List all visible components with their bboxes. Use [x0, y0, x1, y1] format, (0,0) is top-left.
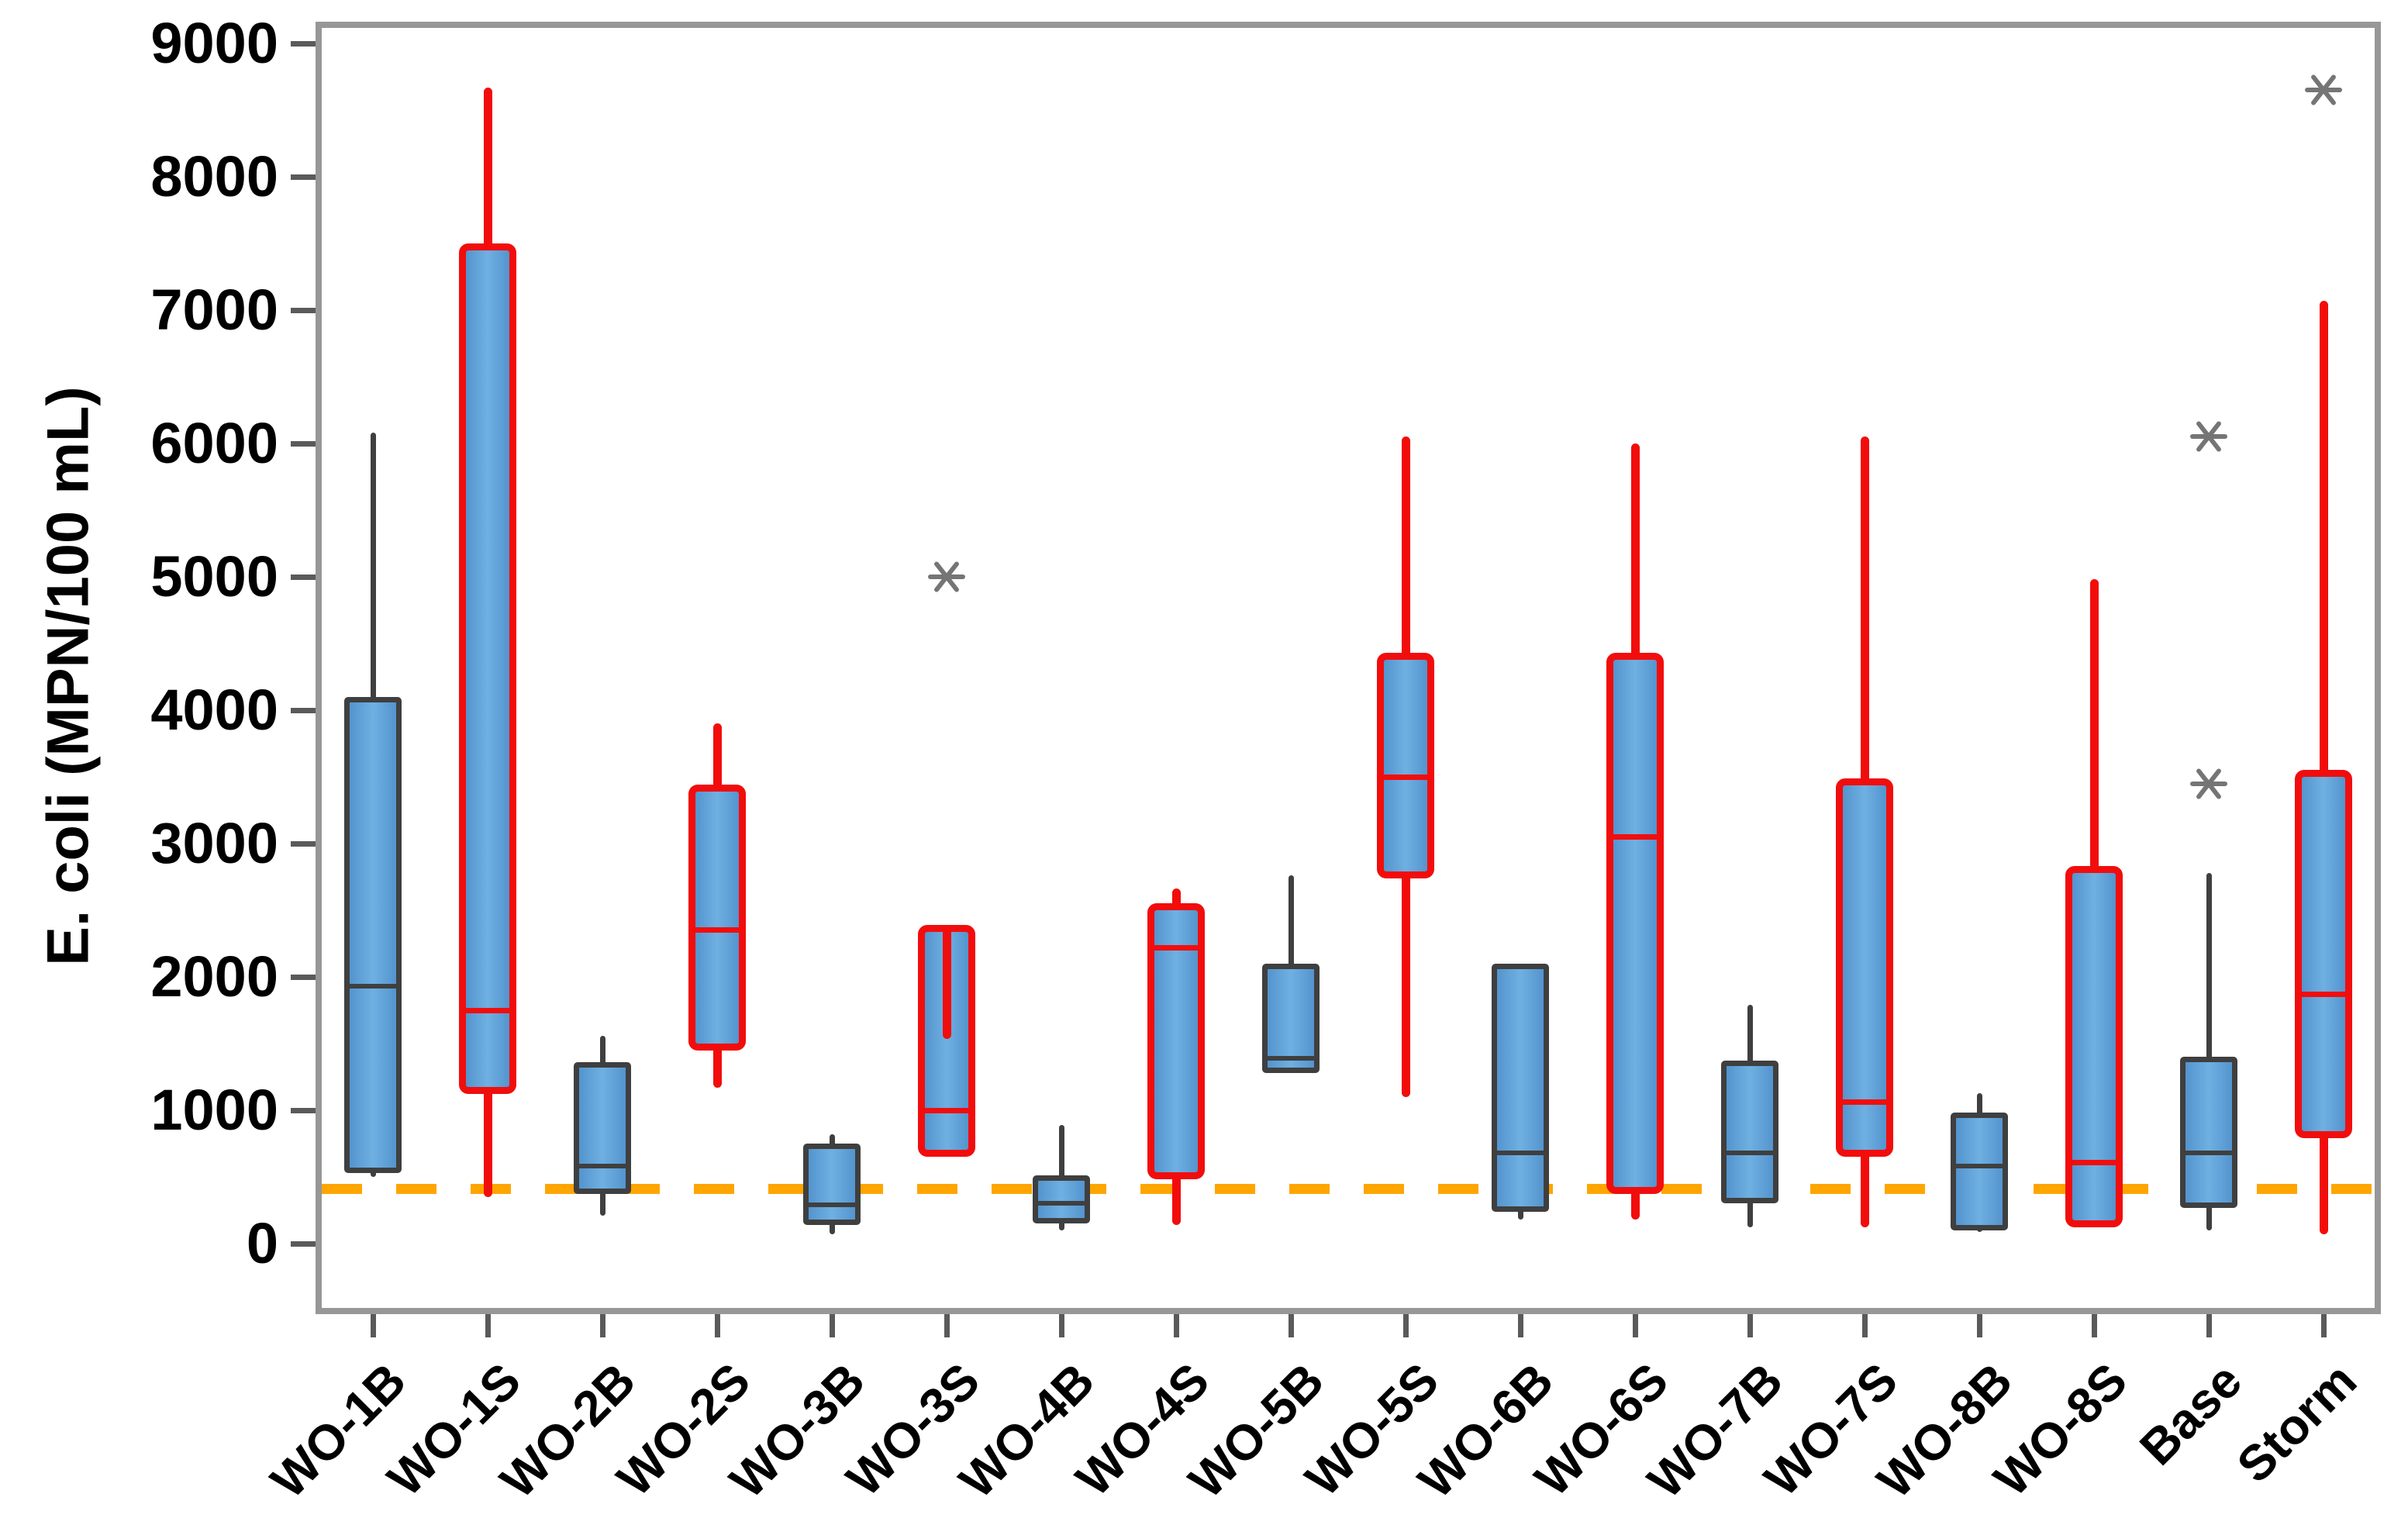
y-tick-7000	[291, 307, 316, 313]
box-WO-5B	[1262, 963, 1320, 1073]
median-WO-6S	[1613, 833, 1657, 840]
median-WO-6B	[1497, 1151, 1544, 1156]
outlier-Base-1	[2190, 765, 2227, 802]
y-tick-label-9000: 9000	[150, 11, 278, 75]
x-tick-WO-4B	[1058, 1314, 1064, 1337]
x-tick-WO-8S	[2091, 1314, 2097, 1337]
x-tick-WO-6S	[1632, 1314, 1638, 1337]
y-tick-label-5000: 5000	[150, 544, 278, 609]
box-WO-4B	[1033, 1175, 1090, 1224]
x-tick-WO-5S	[1402, 1314, 1409, 1337]
y-tick-label-6000: 6000	[150, 411, 278, 475]
box-WO-7S	[1836, 778, 1893, 1158]
median-WO-7B	[1727, 1151, 1773, 1156]
x-tick-WO-5B	[1288, 1314, 1294, 1337]
box-WO-2B	[574, 1062, 631, 1195]
box-WO-1B	[344, 696, 402, 1173]
outlier-Storm-0	[2305, 71, 2342, 109]
box-WO-1S	[459, 243, 516, 1095]
outlier-WO-3S-0	[928, 558, 965, 595]
y-tick-label-4000: 4000	[150, 678, 278, 742]
y-tick-label-7000: 7000	[150, 278, 278, 342]
x-tick-WO-1S	[485, 1314, 491, 1337]
median-WO-4B	[1038, 1201, 1085, 1206]
median-WO-7S	[1843, 1099, 1886, 1106]
median-WO-3B	[809, 1202, 855, 1208]
y-tick-6000	[291, 440, 316, 447]
plot-frame	[316, 22, 2381, 1314]
y-tick-5000	[291, 574, 316, 580]
median-WO-8B	[1956, 1164, 2003, 1169]
y-tick-label-0: 0	[246, 1211, 278, 1275]
box-WO-6S	[1606, 653, 1664, 1195]
box-WO-3B	[803, 1144, 861, 1225]
x-tick-WO-6B	[1517, 1314, 1523, 1337]
x-tick-WO-4S	[1173, 1314, 1179, 1337]
median-Storm	[2302, 991, 2345, 997]
y-tick-3000	[291, 840, 316, 847]
whisker-Storm	[2319, 300, 2328, 1234]
y-tick-0	[291, 1240, 316, 1247]
y-tick-label-1000: 1000	[150, 1078, 278, 1142]
x-tick-WO-2S	[714, 1314, 720, 1337]
x-tick-WO-2B	[599, 1314, 605, 1337]
y-tick-4000	[291, 707, 316, 713]
median-WO-8S	[2072, 1159, 2116, 1165]
median-WO-5B	[1268, 1055, 1314, 1061]
median-WO-4S	[1154, 944, 1198, 951]
box-WO-8S	[2065, 866, 2123, 1228]
y-tick-9000	[291, 40, 316, 47]
median-WO-3S	[925, 1107, 968, 1113]
outlier-Base-0	[2190, 418, 2227, 455]
median-WO-2B	[579, 1164, 626, 1169]
median-WO-1S	[466, 1007, 509, 1013]
y-tick-label-3000: 3000	[150, 811, 278, 875]
median-WO-2S	[695, 927, 739, 933]
y-tick-1000	[291, 1107, 316, 1113]
y-tick-label-2000: 2000	[150, 944, 278, 1009]
whisker-Base	[2206, 872, 2212, 1230]
median-WO-5S	[1384, 774, 1427, 780]
x-tick-WO-7S	[1861, 1314, 1868, 1337]
median-WO-1B	[350, 984, 396, 989]
inner-whisker-WO-3S	[942, 931, 951, 1039]
box-WO-2S	[688, 785, 746, 1051]
box-WO-6B	[1492, 963, 1549, 1212]
median-Base	[2185, 1151, 2232, 1156]
y-tick-8000	[291, 174, 316, 180]
box-Storm	[2295, 770, 2352, 1139]
x-tick-WO-1B	[370, 1314, 376, 1337]
y-tick-2000	[291, 974, 316, 980]
box-Base	[2180, 1057, 2237, 1208]
y-tick-label-8000: 8000	[150, 144, 278, 209]
box-WO-7B	[1721, 1061, 1778, 1204]
x-tick-WO-3S	[944, 1314, 950, 1337]
x-tick-WO-8B	[1976, 1314, 1982, 1337]
x-tick-WO-7B	[1747, 1314, 1753, 1337]
x-tick-Base	[2206, 1314, 2212, 1337]
box-WO-8B	[1951, 1113, 2008, 1230]
x-tick-Storm	[2320, 1314, 2327, 1337]
x-tick-WO-3B	[829, 1314, 835, 1337]
box-WO-5S	[1377, 653, 1434, 878]
